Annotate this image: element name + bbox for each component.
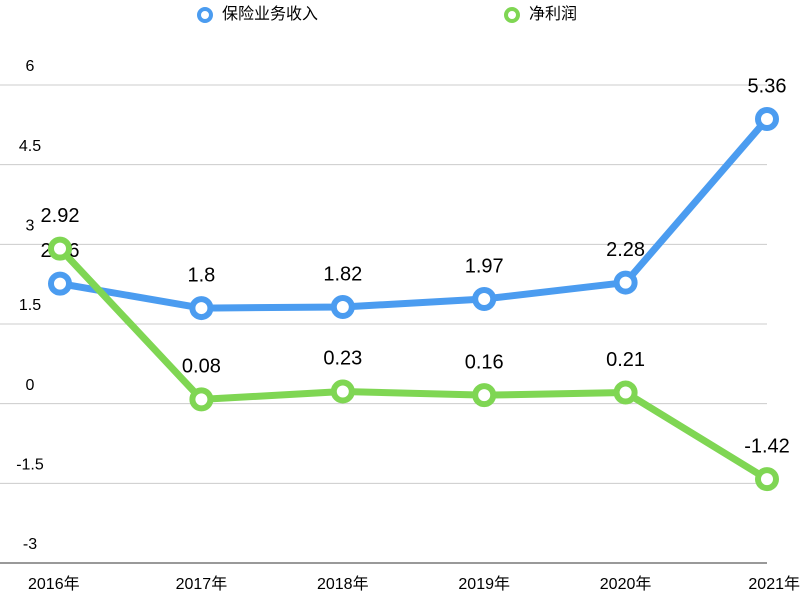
y-tick-label: 6 (26, 58, 35, 75)
data-point (755, 106, 779, 131)
data-label: 0.21 (606, 349, 645, 371)
data-label: 0.23 (323, 348, 362, 370)
x-tick-label: 2016年 (28, 575, 80, 593)
data-point (189, 296, 214, 321)
data-point (613, 270, 638, 295)
x-tick-label: 2018年 (317, 575, 369, 593)
x-tick-label: 2019年 (458, 575, 510, 593)
data-point (330, 379, 355, 404)
data-label: 0.08 (182, 356, 221, 378)
data-label: 0.16 (465, 351, 504, 373)
data-label: 1.97 (465, 255, 504, 277)
data-point (189, 387, 214, 412)
data-point (755, 467, 779, 492)
data-point (48, 271, 72, 296)
data-label: 1.8 (187, 264, 215, 286)
series-line (57, 246, 769, 483)
data-point (472, 383, 497, 408)
y-tick-label: -3 (23, 536, 37, 553)
data-point (472, 287, 497, 312)
data-label: -1.42 (744, 435, 790, 457)
x-tick-label: 2020年 (600, 575, 652, 593)
data-label: 2.92 (41, 205, 80, 227)
x-tick-label: 2017年 (176, 575, 228, 593)
data-label: 1.82 (323, 263, 362, 285)
data-point (330, 295, 355, 320)
data-label: 5.36 (748, 75, 787, 97)
y-tick-label: 1.5 (19, 297, 41, 314)
data-label: 2.28 (606, 239, 645, 261)
y-tick-label: 4.5 (19, 138, 41, 155)
data-point (613, 380, 638, 405)
data-point (48, 236, 72, 261)
y-tick-label: -1.5 (16, 457, 44, 474)
series-line (59, 116, 770, 312)
legend-marker (504, 7, 520, 23)
legend-label: 净利润 (529, 5, 577, 23)
legend-label: 保险业务收入 (222, 5, 318, 23)
legend-marker (197, 7, 213, 23)
y-tick-label: 3 (26, 218, 35, 235)
y-tick-label: 0 (26, 377, 35, 394)
x-tick-label: 2021年 (748, 575, 800, 593)
